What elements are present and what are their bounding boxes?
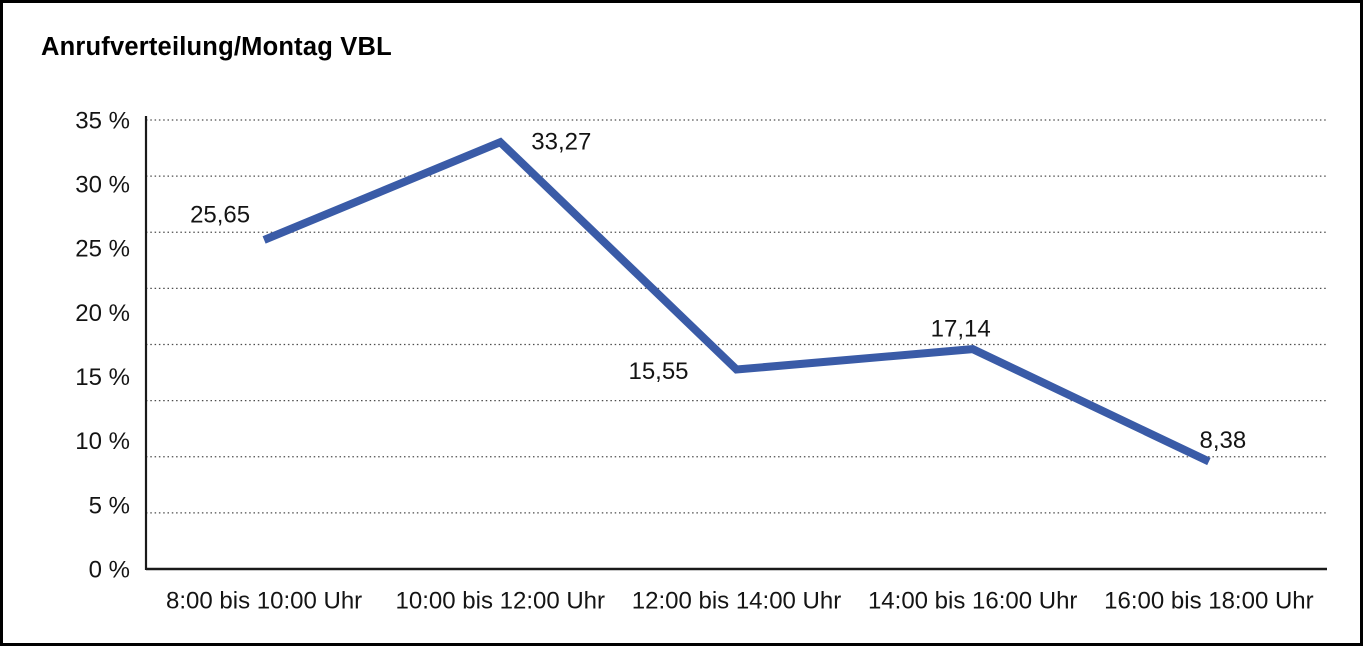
data-value-label: 33,27 — [531, 129, 591, 156]
x-tick-label: 12:00 bis 14:00 Uhr — [632, 587, 841, 614]
x-tick-label: 10:00 bis 12:00 Uhr — [396, 587, 605, 614]
x-tick-label: 16:00 bis 18:00 Uhr — [1104, 587, 1313, 614]
y-tick-label: 25 % — [75, 236, 130, 263]
x-tick-label: 8:00 bis 10:00 Uhr — [166, 587, 362, 614]
y-tick-label: 10 % — [75, 428, 130, 455]
data-value-label: 25,65 — [190, 201, 250, 228]
line-chart: 35 % 30 % 25 % 20 % 15 % 10 % 5 % 0 % 8:00 bis 1… — [75, 107, 1327, 614]
y-tick-label: 35 % — [75, 107, 130, 134]
y-tick-label: 0 % — [89, 556, 130, 583]
data-series-line — [262, 137, 1211, 466]
x-tick-label: 14:00 bis 16:00 Uhr — [868, 587, 1077, 614]
data-value-label: 17,14 — [931, 316, 991, 343]
y-tick-label: 20 % — [75, 300, 130, 327]
data-value-label: 8,38 — [1200, 427, 1247, 454]
data-value-label: 15,55 — [628, 358, 688, 385]
y-tick-label: 5 % — [89, 492, 130, 519]
y-tick-label: 15 % — [75, 364, 130, 391]
chart-title: Anrufverteilung/Montag VBL — [41, 33, 392, 61]
y-tick-label: 30 % — [75, 172, 130, 199]
